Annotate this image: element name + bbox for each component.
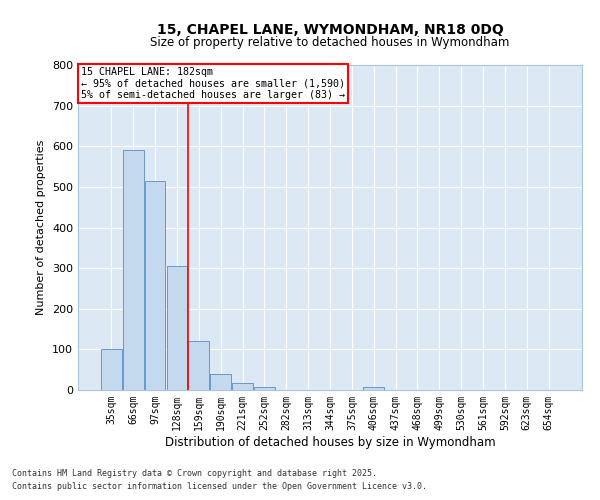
Bar: [188, 341, 209, 390]
Text: Size of property relative to detached houses in Wymondham: Size of property relative to detached ho…: [151, 36, 509, 49]
Text: Contains public sector information licensed under the Open Government Licence v3: Contains public sector information licen…: [12, 482, 427, 491]
X-axis label: Distribution of detached houses by size in Wymondham: Distribution of detached houses by size …: [164, 436, 496, 448]
Bar: [167, 266, 187, 390]
Bar: [364, 387, 384, 390]
Text: 15 CHAPEL LANE: 182sqm
← 95% of detached houses are smaller (1,590)
5% of semi-d: 15 CHAPEL LANE: 182sqm ← 95% of detached…: [80, 66, 344, 100]
Bar: [101, 349, 122, 390]
Bar: [210, 374, 231, 390]
Bar: [123, 150, 143, 390]
Y-axis label: Number of detached properties: Number of detached properties: [37, 140, 46, 315]
Text: Contains HM Land Registry data © Crown copyright and database right 2025.: Contains HM Land Registry data © Crown c…: [12, 468, 377, 477]
Text: 15, CHAPEL LANE, WYMONDHAM, NR18 0DQ: 15, CHAPEL LANE, WYMONDHAM, NR18 0DQ: [157, 22, 503, 36]
Bar: [145, 181, 166, 390]
Bar: [254, 387, 275, 390]
Bar: [232, 383, 253, 390]
